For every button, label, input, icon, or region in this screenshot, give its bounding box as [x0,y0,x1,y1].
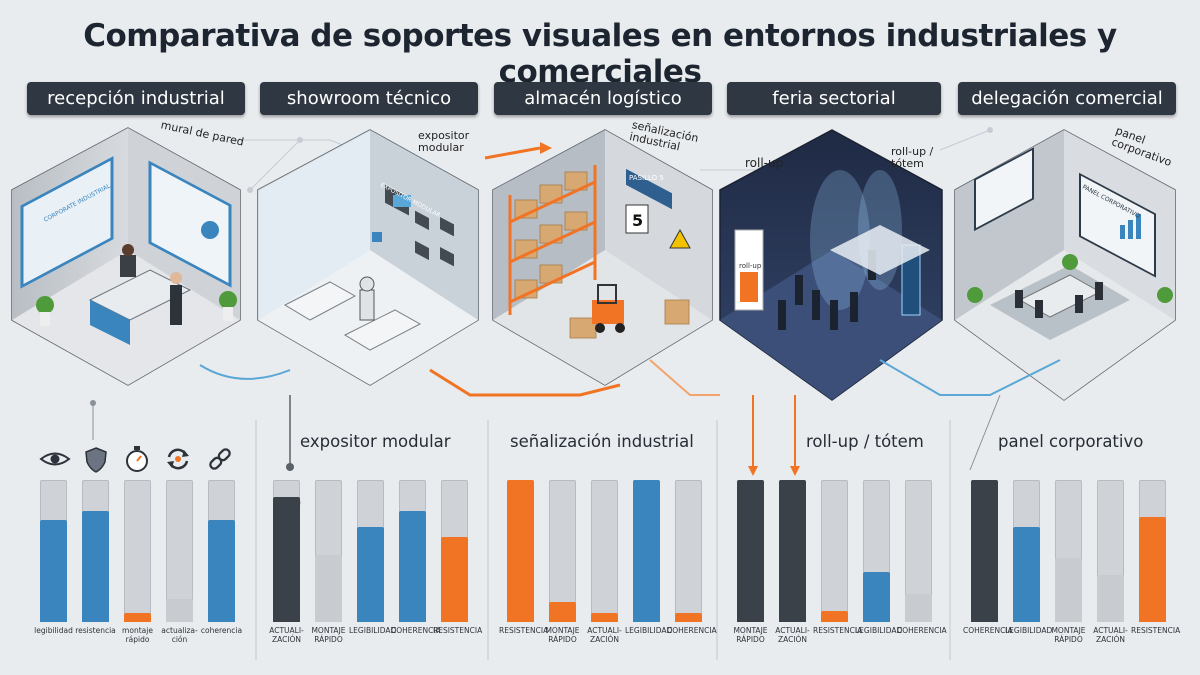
bar-track [591,480,618,622]
bar-actuali-zación [591,613,618,622]
bar-label: ACTUALI-ZACIÓN [587,626,622,644]
bar-track [208,480,235,622]
bar-label: legibilidad [34,626,73,635]
bar-label: RESISTENCIA [813,626,863,635]
bar-resistencia [507,480,534,622]
svg-text:PASILLO 5: PASILLO 5 [629,174,664,182]
bar-legibilidad [357,527,384,622]
tab-showroom: showroom técnico [260,82,478,115]
label-panel-corporativo: panel corporativo [998,432,1144,451]
label-expositor-modular: expositor modular [300,432,451,451]
bar-track [166,480,193,622]
scene-feria [719,129,943,401]
bar-track [675,480,702,622]
bar-resistencia [1139,517,1166,622]
bar-label: LEGIBILIDAD [349,626,397,635]
bar-track [971,480,998,622]
bar-label: actualiza-ción [161,626,198,644]
svg-text:roll-up: roll-up [739,262,762,270]
bar-resistencia [821,611,848,622]
bar-track [863,480,890,622]
bar-legibilidad [863,572,890,622]
tab-feria: feria sectorial [727,82,941,115]
bar-track [124,480,151,622]
bar-label: LEGIBILIDAD [855,626,903,635]
bar-label: RESISTENCIA [1131,626,1181,635]
tab-recepcion: recepción industrial [27,82,245,115]
bar-label: LEGIBILIDAD [625,626,673,635]
bar-actuali-zación [1097,575,1124,622]
callout-expositor: expositor modular [418,129,470,154]
bar-track [905,480,932,622]
bar-montaje-rápido [737,480,764,622]
bar-track [1139,480,1166,622]
bar-label: MONTAJE RÁPIDO [545,626,580,644]
callout-rollup-totem: roll-up / tótem [891,145,934,170]
callout-rollup: roll-up [745,156,784,170]
bar-montaje-rápido [315,555,342,622]
bar-track [315,480,342,622]
bar-track [1097,480,1124,622]
bar-label: COHERENCIA [897,626,947,635]
bar-actuali-zación [779,480,806,622]
bar-track [779,480,806,622]
bar-label: MONTAJE RÁPIDO [311,626,346,644]
bar-legibilidad [1013,527,1040,622]
scene-delegacion [954,129,1176,401]
bar-label: montaje rápido [122,626,153,644]
flow-arrows [92,146,1061,471]
bar-track [549,480,576,622]
bar-label: ACTUALI-ZACIÓN [269,626,304,644]
bar-label: COHERENCIA [391,626,441,635]
bar-track [40,480,67,622]
scene-almacen [492,129,713,386]
bar-label: COHERENCIA [667,626,717,635]
tab-almacen: almacén logístico [494,82,712,115]
bar-montaje-rápido [124,613,151,622]
bar-track [633,480,660,622]
bar-legibilidad [633,480,660,622]
bar-label: RESISTENCIA [433,626,483,635]
bar-label: ACTUALI-ZACIÓN [1093,626,1128,644]
bar-track [821,480,848,622]
bar-coherencia [208,520,235,622]
tab-delegacion: delegación comercial [958,82,1176,115]
bar-coherencia [675,613,702,622]
bar-track [357,480,384,622]
bar-track [1055,480,1082,622]
svg-text:5: 5 [632,211,643,230]
scene-recepcion [11,127,241,386]
bar-resistencia [441,537,468,622]
bar-legibilidad [40,520,67,622]
bar-label: ACTUALI-ZACIÓN [775,626,810,644]
scene-showroom [257,129,479,386]
bar-label: COHERENCIA [963,626,1013,635]
bar-resistencia [82,511,109,622]
bar-coherencia [399,511,426,622]
bar-track [1013,480,1040,622]
bar-coherencia [971,480,998,622]
bar-track [441,480,468,622]
bar-label: MONTAJE RÁPIDO [733,626,768,644]
bar-label: resistencia [75,626,116,635]
page-title: Comparativa de soportes visuales en ento… [83,18,1117,90]
bar-label: LEGIBILIDAD [1005,626,1053,635]
bar-montaje-rápido [549,602,576,622]
label-rollup-totem: roll-up / tótem [806,432,924,451]
bar-label: MONTAJE RÁPIDO [1051,626,1086,644]
bar-coherencia [905,594,932,622]
bar-actuali-zación [273,497,300,622]
bar-label: RESISTENCIA [499,626,549,635]
bar-actualiza-ción [166,599,193,622]
bar-track [82,480,109,622]
bar-track [273,480,300,622]
bar-track [737,480,764,622]
bar-montaje-rápido [1055,558,1082,622]
bar-track [399,480,426,622]
bar-label: coherencia [200,626,243,635]
bar-track [507,480,534,622]
label-senalizacion-industrial: señalización industrial [510,432,694,451]
